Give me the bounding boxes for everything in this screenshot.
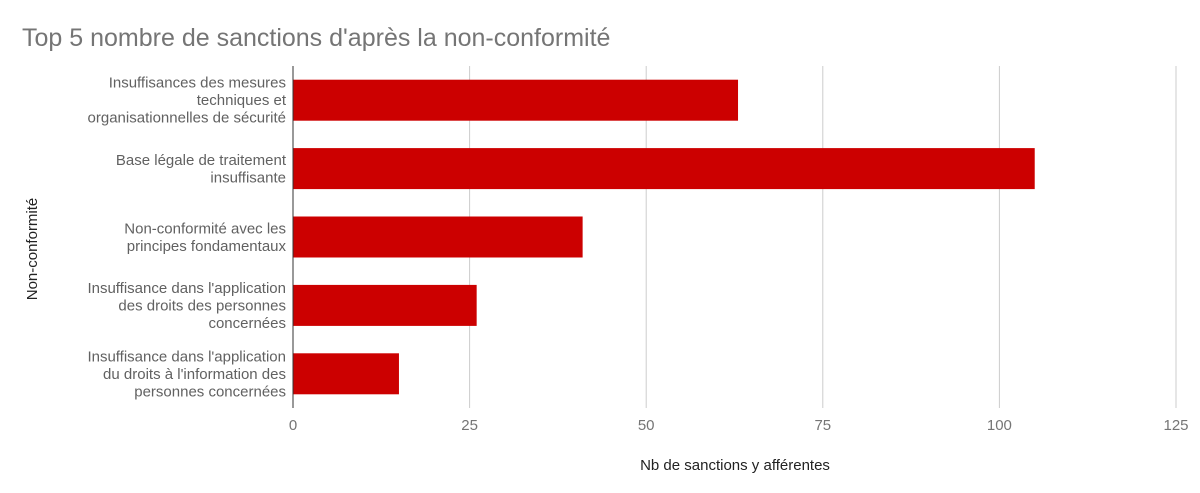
category-label: Insuffisance dans l'application des droit… — [87, 280, 286, 332]
bar — [293, 353, 399, 395]
x-tick-label: 25 — [461, 417, 478, 434]
chart-title: Top 5 nombre de sanctions d'après la non… — [22, 24, 610, 52]
x-tick-label: 75 — [814, 417, 831, 434]
category-labels: Insuffisances des mesures techniques et or… — [87, 75, 286, 401]
category-label: Non-conformité avec les principes fondame… — [124, 220, 286, 255]
x-tick-label: 125 — [1163, 417, 1188, 434]
category-label: Insuffisances des mesures techniques et or… — [88, 75, 287, 127]
category-label: Base légale de traitement insuffisante — [116, 152, 287, 187]
x-axis-title: Nb de sanctions y afférentes — [640, 457, 830, 474]
x-tick-label: 0 — [289, 417, 297, 434]
bar — [293, 148, 1035, 190]
bar — [293, 79, 739, 121]
gridlines — [469, 66, 1177, 408]
bars — [293, 79, 1035, 395]
category-label: Insuffisance dans l'application du droits… — [87, 348, 286, 400]
x-tick-label: 50 — [638, 417, 655, 434]
bar — [293, 216, 583, 258]
x-tick-labels: 0 25 50 75 100 125 — [289, 417, 1189, 434]
x-tick-label: 100 — [987, 417, 1012, 434]
bar — [293, 284, 477, 326]
y-axis-title: Non-conformité — [24, 198, 41, 301]
